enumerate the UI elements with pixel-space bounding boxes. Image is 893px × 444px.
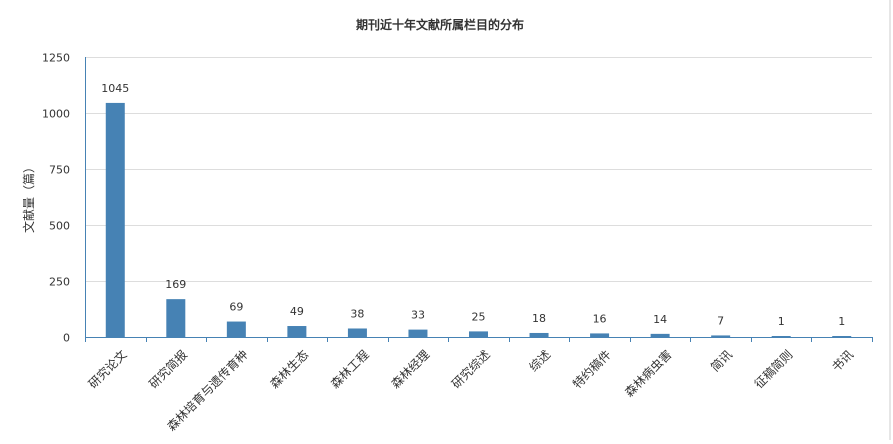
y-tick-label: 1250 xyxy=(42,52,70,65)
bar xyxy=(711,335,731,337)
x-tick-label: 森林生态 xyxy=(267,347,312,392)
bar xyxy=(529,332,549,337)
x-tick-label: 征稿简则 xyxy=(751,347,796,392)
x-tick-label: 特约稿件 xyxy=(569,347,614,392)
bar xyxy=(408,329,428,337)
bar xyxy=(287,326,307,337)
x-tick-label: 研究论文 xyxy=(85,347,130,392)
x-tick-label: 简讯 xyxy=(708,347,735,374)
data-label: 1045 xyxy=(101,82,129,95)
data-label: 38 xyxy=(350,307,364,320)
data-label: 18 xyxy=(532,312,546,325)
grid-lines xyxy=(85,57,872,282)
x-tick-label: 研究简报 xyxy=(146,347,191,392)
x-tick-label: 森林工程 xyxy=(327,347,372,392)
x-tick-label: 研究综述 xyxy=(448,347,493,392)
data-label: 33 xyxy=(411,309,425,322)
labels: 0250500750100012501045研究论文169研究简报69森林培育与… xyxy=(42,52,856,434)
bar xyxy=(771,336,791,337)
chart-title: 期刊近十年文献所属栏目的分布 xyxy=(356,17,524,32)
y-tick-label: 750 xyxy=(49,164,70,177)
y-tick-label: 500 xyxy=(49,220,70,233)
bar xyxy=(105,102,125,337)
data-label: 14 xyxy=(653,313,667,326)
x-tick-label: 综述 xyxy=(526,347,553,374)
frame-edge xyxy=(889,0,891,440)
data-label: 25 xyxy=(472,310,486,323)
data-label: 169 xyxy=(165,278,186,291)
data-label: 1 xyxy=(778,315,785,328)
x-tick-label: 森林病虫害 xyxy=(621,347,674,400)
bar xyxy=(832,336,852,337)
bar xyxy=(226,321,246,337)
data-label: 1 xyxy=(838,315,845,328)
y-tick-label: 0 xyxy=(63,332,70,345)
data-label: 7 xyxy=(717,314,724,327)
y-tick-label: 250 xyxy=(49,276,70,289)
y-tick-label: 1000 xyxy=(42,108,70,121)
bars xyxy=(105,102,852,337)
data-label: 49 xyxy=(290,305,304,318)
data-label: 69 xyxy=(229,301,243,314)
bar xyxy=(650,333,670,337)
bar xyxy=(347,328,367,337)
x-tick-label: 书讯 xyxy=(829,347,856,374)
bar xyxy=(469,331,488,337)
axes xyxy=(85,57,873,342)
bar xyxy=(590,333,610,337)
y-axis-label: 文献量（篇） xyxy=(21,161,36,233)
bar xyxy=(166,299,186,337)
data-label: 16 xyxy=(593,312,607,325)
x-tick-label: 森林经理 xyxy=(388,347,433,392)
